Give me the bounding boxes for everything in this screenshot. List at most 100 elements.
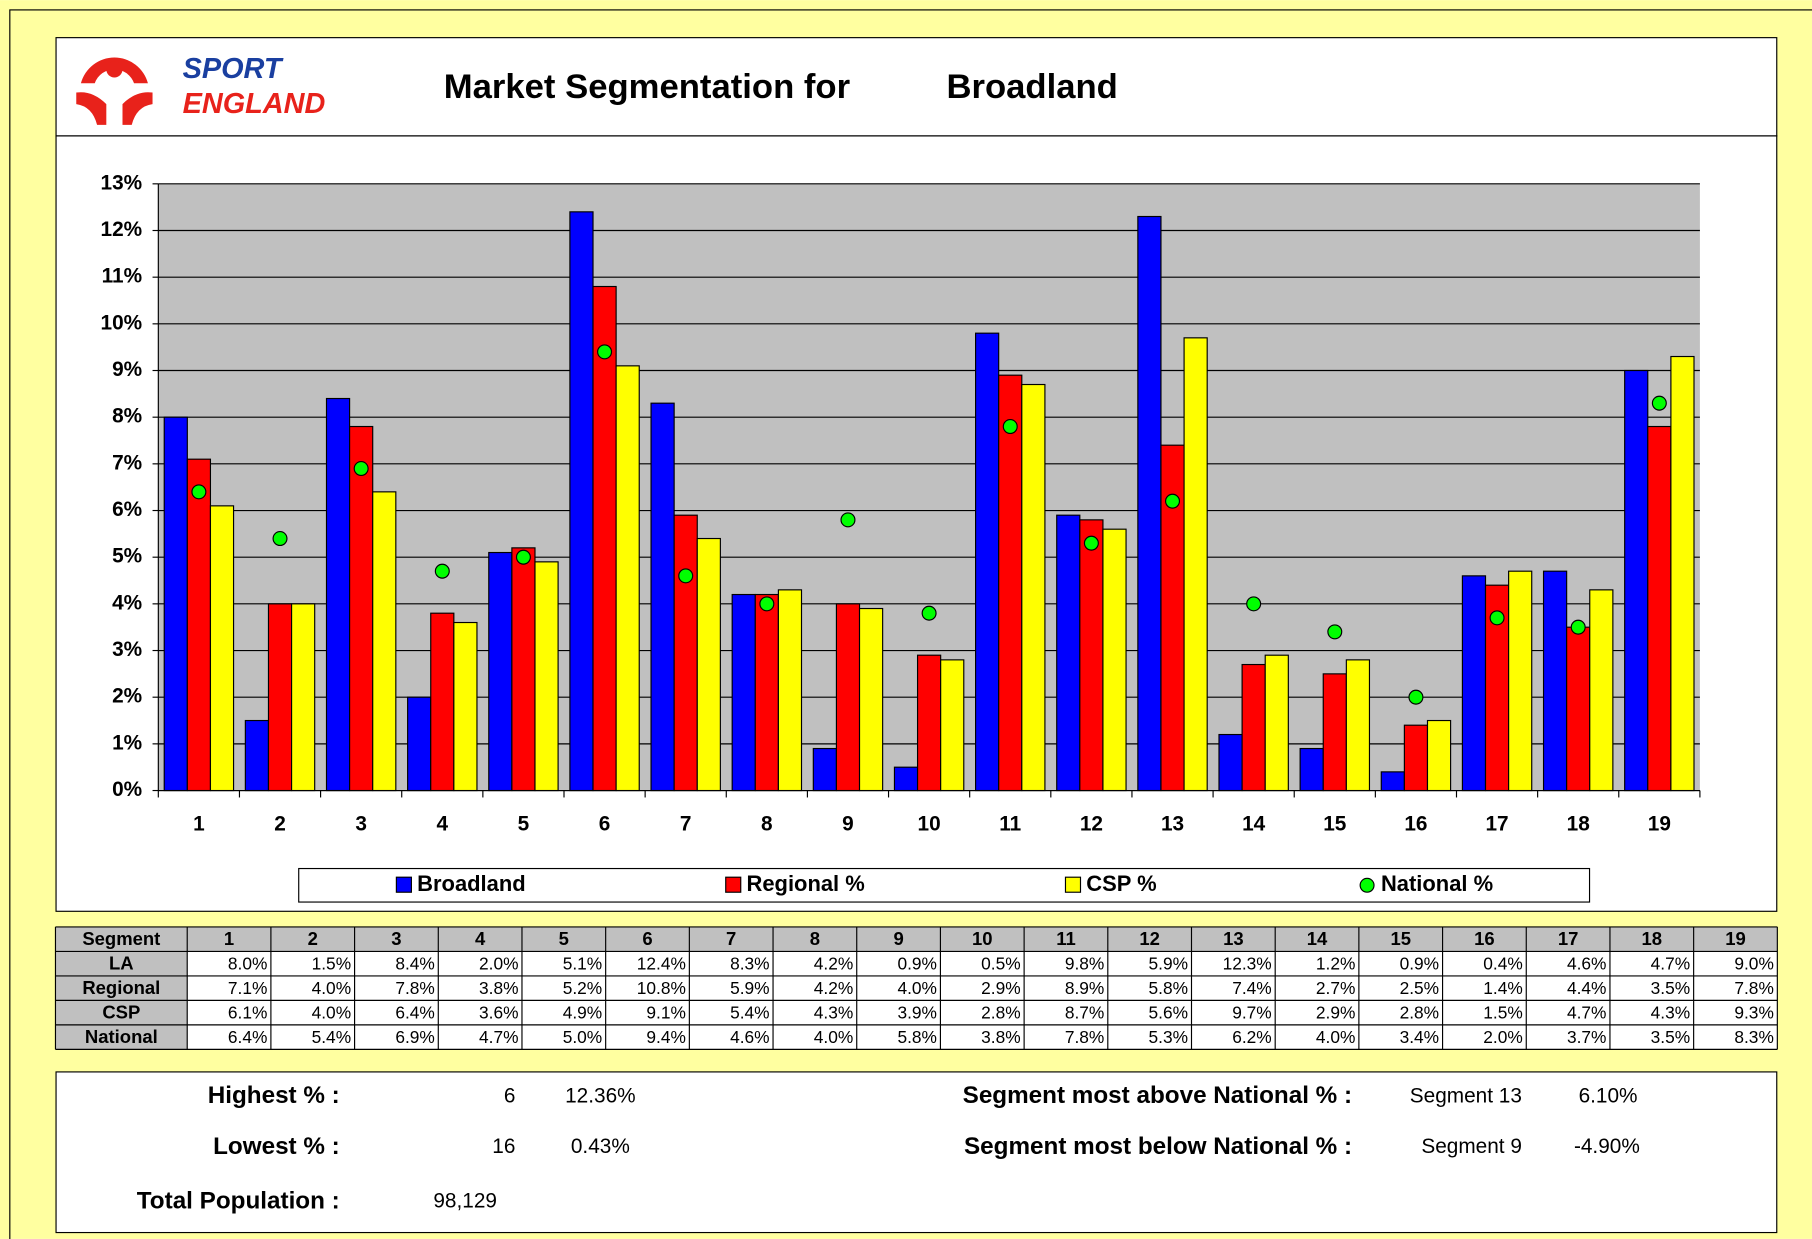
table-header: 8 bbox=[810, 928, 820, 949]
x-tick-label: 17 bbox=[1485, 813, 1508, 836]
bar bbox=[592, 285, 617, 792]
bar bbox=[325, 397, 351, 792]
x-tick-label: 2 bbox=[274, 813, 286, 836]
bar bbox=[1403, 724, 1429, 792]
table-header: 9 bbox=[893, 928, 903, 949]
logo-text: SPORT bbox=[183, 53, 284, 85]
table-header: 17 bbox=[1558, 928, 1579, 949]
y-tick-label: 7% bbox=[112, 451, 142, 474]
bar bbox=[1624, 369, 1649, 792]
table-cell: 9.7% bbox=[1232, 1002, 1272, 1022]
table-cell: 10.8% bbox=[637, 978, 686, 998]
table-header: 7 bbox=[726, 928, 736, 949]
table-cell: 4.3% bbox=[814, 1002, 854, 1022]
bar bbox=[534, 561, 559, 792]
table-header: 11 bbox=[1056, 928, 1076, 949]
marker bbox=[1002, 419, 1018, 435]
bar bbox=[186, 458, 212, 792]
table-cell: 2.9% bbox=[1316, 1002, 1356, 1022]
outer-border bbox=[9, 9, 1812, 1239]
table-cell: 1.5% bbox=[1483, 1002, 1523, 1022]
table-cell: 3.4% bbox=[1400, 1027, 1440, 1047]
x-tick-label: 8 bbox=[761, 813, 773, 836]
table-cell: 2.0% bbox=[1483, 1027, 1523, 1047]
x-tick-label: 18 bbox=[1567, 813, 1590, 836]
table-cell: 2.7% bbox=[1316, 978, 1356, 998]
marker bbox=[191, 484, 207, 500]
bar bbox=[1647, 425, 1672, 792]
table-cell: 0.9% bbox=[1400, 953, 1440, 973]
marker bbox=[921, 605, 937, 621]
bar bbox=[1508, 570, 1533, 792]
x-tick-label: 16 bbox=[1404, 813, 1427, 836]
y-tick-label: 10% bbox=[101, 311, 143, 334]
logo-figure bbox=[76, 92, 153, 125]
table-cell: 8.7% bbox=[1065, 1002, 1105, 1022]
table-cell: 4.0% bbox=[897, 978, 937, 998]
bar bbox=[858, 607, 884, 792]
marker bbox=[1083, 535, 1099, 551]
y-tick-label: 5% bbox=[112, 545, 142, 568]
table-header: 5 bbox=[559, 928, 569, 949]
table-header: 13 bbox=[1223, 928, 1244, 949]
table-cell: 5.8% bbox=[1149, 978, 1189, 998]
table-cell: 2.0% bbox=[479, 953, 518, 973]
table-cell: 6.2% bbox=[1232, 1027, 1272, 1047]
table-cell: 8.0% bbox=[228, 953, 268, 973]
y-tick-label: 6% bbox=[112, 498, 142, 521]
table-cell: 5.9% bbox=[730, 978, 770, 998]
y-tick-label: 4% bbox=[112, 591, 142, 614]
table-cell: 7.1% bbox=[228, 978, 268, 998]
table-row-header: CSP bbox=[102, 1002, 140, 1023]
summary-label: Highest % : bbox=[208, 1082, 340, 1109]
x-tick-label: 7 bbox=[680, 813, 692, 836]
marker bbox=[1165, 493, 1181, 509]
summary-value: -4.90% bbox=[1574, 1135, 1640, 1158]
bar bbox=[349, 425, 374, 792]
summary-value: 12.36% bbox=[565, 1084, 636, 1107]
table-cell: 6.1% bbox=[228, 1002, 268, 1022]
table-header: 15 bbox=[1390, 928, 1411, 949]
table-cell: 5.8% bbox=[897, 1027, 937, 1047]
y-tick-label: 3% bbox=[112, 638, 142, 661]
legend-entries: Broadland Regional % CSP % National % bbox=[395, 871, 1493, 896]
table-cell: 4.2% bbox=[814, 953, 854, 973]
bar bbox=[812, 747, 837, 792]
table-cell: 0.9% bbox=[897, 953, 937, 973]
bar bbox=[893, 766, 919, 792]
bar bbox=[1183, 337, 1208, 792]
table-cell: 8.4% bbox=[395, 953, 435, 973]
table-header: 18 bbox=[1642, 928, 1663, 949]
bar bbox=[1264, 654, 1289, 792]
y-tick-label: 2% bbox=[112, 685, 142, 708]
bar bbox=[407, 696, 432, 792]
table-cell: 8.9% bbox=[1065, 978, 1105, 998]
marker bbox=[678, 568, 694, 584]
summary-value: 6 bbox=[504, 1084, 516, 1107]
bar bbox=[673, 514, 698, 792]
bar bbox=[1079, 519, 1104, 792]
y-tick-label: 1% bbox=[112, 731, 142, 754]
bar bbox=[998, 374, 1023, 792]
x-tick-label: 4 bbox=[437, 813, 449, 836]
table-cell: 3.5% bbox=[1651, 1027, 1691, 1047]
table-header: Segment bbox=[82, 928, 160, 949]
summary-value: 0.43% bbox=[571, 1135, 630, 1158]
bar bbox=[615, 365, 640, 792]
table-cell: 2.5% bbox=[1400, 978, 1440, 998]
table-cell: 5.4% bbox=[312, 1027, 352, 1047]
bar bbox=[1380, 771, 1405, 792]
bar bbox=[244, 719, 270, 792]
table-cell: 6.4% bbox=[395, 1002, 435, 1022]
table-cell: 1.2% bbox=[1316, 953, 1356, 973]
marker bbox=[1489, 610, 1505, 626]
table-cell: 5.3% bbox=[1149, 1027, 1189, 1047]
table-cell: 5.0% bbox=[563, 1027, 603, 1047]
legend-label: Regional % bbox=[747, 871, 865, 896]
x-tick-label: 15 bbox=[1323, 813, 1346, 836]
summary-value: 16 bbox=[492, 1135, 515, 1158]
summary: Highest % : 6 12.36% Lowest % : 16 0.43%… bbox=[137, 1082, 1640, 1214]
bar bbox=[372, 491, 397, 792]
table-header: 4 bbox=[475, 928, 486, 949]
